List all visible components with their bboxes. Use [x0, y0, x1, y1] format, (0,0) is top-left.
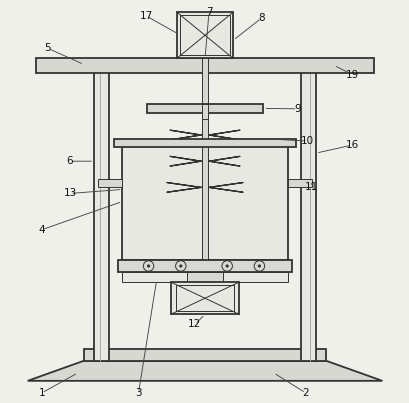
Bar — [146, 104, 263, 113]
Text: 9: 9 — [294, 104, 300, 114]
Text: 19: 19 — [345, 70, 358, 79]
Text: 6: 6 — [67, 156, 73, 166]
Circle shape — [179, 264, 182, 268]
Circle shape — [146, 264, 150, 268]
Bar — [175, 285, 234, 311]
Bar — [122, 272, 287, 282]
Text: 10: 10 — [301, 136, 314, 146]
Bar — [94, 60, 109, 361]
Text: 17: 17 — [139, 11, 153, 21]
Bar — [201, 58, 208, 304]
Circle shape — [257, 264, 261, 268]
Text: 4: 4 — [38, 225, 45, 235]
Bar — [187, 272, 222, 282]
Bar — [170, 282, 239, 314]
Circle shape — [225, 264, 228, 268]
Bar — [176, 12, 233, 58]
Bar — [84, 349, 325, 361]
Bar — [180, 15, 229, 55]
Bar — [122, 143, 287, 260]
Bar — [201, 104, 208, 119]
Text: 16: 16 — [345, 140, 358, 150]
Bar — [36, 58, 373, 73]
Text: 11: 11 — [304, 183, 318, 192]
Bar — [114, 139, 295, 147]
Polygon shape — [28, 361, 381, 381]
Bar — [98, 179, 121, 187]
Bar — [288, 179, 311, 187]
Bar — [118, 260, 291, 272]
Text: 8: 8 — [258, 13, 264, 23]
Text: 1: 1 — [38, 388, 45, 398]
Text: 7: 7 — [205, 7, 212, 17]
Text: 5: 5 — [45, 44, 51, 53]
Text: 3: 3 — [135, 388, 142, 398]
Text: 12: 12 — [188, 320, 201, 329]
Text: 13: 13 — [63, 189, 76, 198]
Text: 2: 2 — [302, 388, 308, 398]
Bar — [300, 60, 315, 361]
